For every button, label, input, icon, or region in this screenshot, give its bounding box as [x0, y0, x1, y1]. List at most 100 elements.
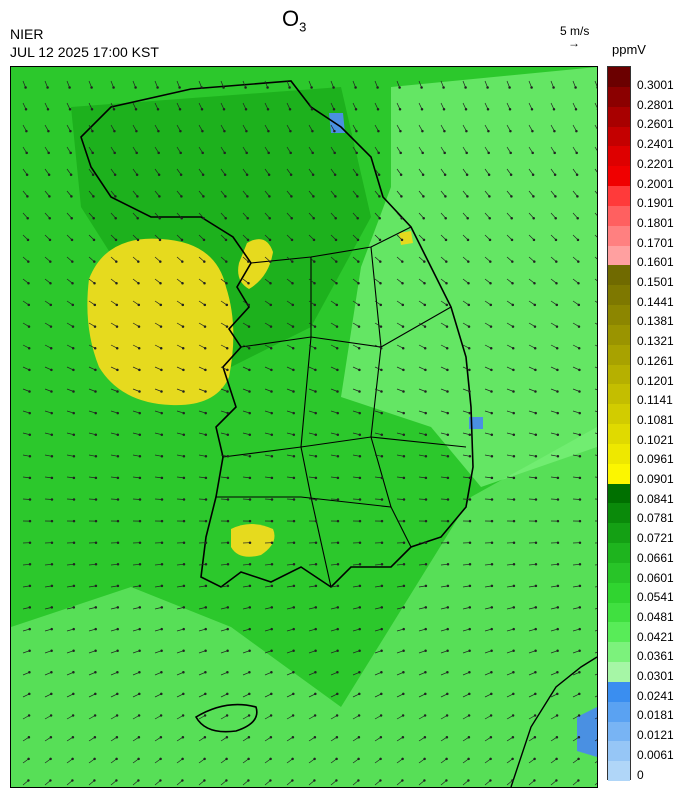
high-concentration-zone-south: [231, 524, 275, 557]
wind-arrow: [594, 498, 597, 500]
wind-arrow-head: [466, 216, 469, 220]
legend-color-cell: [608, 503, 630, 524]
wind-arrow-head: [202, 238, 206, 242]
wind-arrow-head: [442, 86, 445, 89]
wind-arrow-head: [270, 606, 274, 609]
wind-arrow-head: [574, 108, 578, 111]
wind-arrow-head: [181, 757, 184, 761]
wind-arrow-head: [70, 195, 73, 198]
wind-arrow-head: [333, 151, 336, 155]
wind-arrow-head: [27, 282, 30, 285]
wind-arrow-head: [556, 411, 559, 415]
legend-color-cell: [608, 305, 630, 326]
wind-arrow-head: [49, 282, 52, 285]
wind-arrow-head: [93, 260, 96, 263]
wind-arrow-head: [379, 779, 382, 782]
wind-arrow-head: [69, 173, 73, 176]
wind-arrow-head: [555, 757, 558, 761]
wind-arrow-head: [310, 86, 313, 89]
wind-arrow-head: [50, 649, 53, 652]
wind-arrow-head: [490, 692, 493, 696]
legend-color-cell: [608, 126, 630, 147]
wind-arrow-head: [94, 649, 97, 652]
wind-arrow-head: [116, 671, 119, 674]
wind-arrow-head: [93, 779, 96, 782]
wind-arrow-head: [489, 303, 493, 307]
legend-color-cell: [608, 285, 630, 306]
wind-arrow-head: [135, 129, 138, 133]
wind-arrow-head: [401, 735, 405, 739]
wind-arrow-head: [380, 433, 384, 436]
legend-color-cell: [608, 483, 630, 504]
peninsula-outline: [80, 80, 474, 589]
wind-arrow-head: [138, 390, 141, 393]
wind-arrow-head: [27, 260, 30, 263]
legend-color-cell: [608, 562, 630, 584]
wind-arrow-head: [312, 216, 315, 220]
wind-arrow-head: [379, 346, 383, 350]
wind-arrow-head: [312, 238, 316, 242]
wind-arrow-head: [291, 735, 295, 739]
wind-arrow-head: [225, 346, 229, 350]
wind-arrow-head: [357, 735, 361, 739]
wind-arrow-head: [380, 368, 383, 372]
wind-arrow-head: [534, 606, 538, 609]
wind-arrow-head: [137, 325, 141, 328]
wind-arrow-head: [314, 692, 317, 696]
legend-color-cell: [608, 67, 630, 88]
wind-arrow-head: [226, 627, 229, 631]
wind-arrow-head: [358, 671, 361, 674]
wind-arrow-head: [356, 195, 359, 198]
wind-arrow-head: [72, 584, 76, 588]
wind-arrow-head: [313, 346, 317, 350]
very-low-zone-north: [329, 113, 345, 133]
wind-arrow-head: [70, 216, 73, 220]
high-concentration-zone-east: [399, 231, 413, 245]
wind-arrow-head: [468, 584, 472, 588]
wind-arrow-head: [49, 303, 53, 307]
wind-arrow-head: [553, 173, 557, 176]
wind-arrow-head: [267, 151, 270, 155]
wind-arrow-head: [332, 108, 336, 111]
legend-color-cell: [608, 245, 630, 266]
wind-arrow-head: [201, 129, 204, 133]
wind-arrow-head: [290, 238, 294, 242]
wind-arrow-head: [379, 714, 383, 717]
legend-color-cell: [608, 265, 630, 286]
wind-arrow-head: [358, 606, 362, 609]
wind-arrow-head: [402, 368, 405, 372]
wind-arrow-head: [313, 325, 317, 328]
wind-arrow-head: [135, 173, 139, 176]
legend-color-cell: [608, 681, 630, 703]
wind-arrow-head: [467, 303, 471, 307]
wind-arrow-head: [489, 714, 493, 717]
wind-arrow-head: [28, 541, 32, 544]
wind-arrow-head: [116, 649, 119, 652]
wind-arrow-head: [467, 260, 470, 263]
wind-arrow-head: [291, 779, 294, 782]
wind-arrow-head: [512, 411, 515, 415]
wind-arrow-head: [402, 627, 405, 631]
wind-arrow-head: [115, 714, 119, 717]
wind-arrow-head: [68, 86, 71, 89]
wind-arrow-head: [424, 627, 427, 631]
wind-arrow-head: [490, 476, 494, 480]
wind-arrow-head: [334, 216, 337, 220]
wind-arrow-head: [28, 476, 32, 480]
wind-arrow-head: [314, 411, 317, 415]
legend-label: 0.0601: [637, 570, 674, 585]
title-main: O: [282, 6, 300, 31]
wind-arrow-head: [336, 368, 339, 372]
wind-arrow-head: [269, 325, 273, 328]
wind-arrow-head: [226, 390, 229, 393]
wind-arrow-head: [137, 303, 141, 307]
wind-arrow-head: [181, 325, 185, 328]
wind-arrow-head: [467, 735, 471, 739]
wind-arrow-head: [313, 735, 317, 739]
wind-arrow-head: [138, 649, 141, 652]
legend-label: 0.2001: [637, 176, 674, 191]
wind-arrow-head: [575, 129, 578, 133]
wind-arrow-head: [178, 86, 181, 89]
legend-color-cell: [608, 106, 630, 127]
wind-arrow-head: [269, 346, 273, 350]
